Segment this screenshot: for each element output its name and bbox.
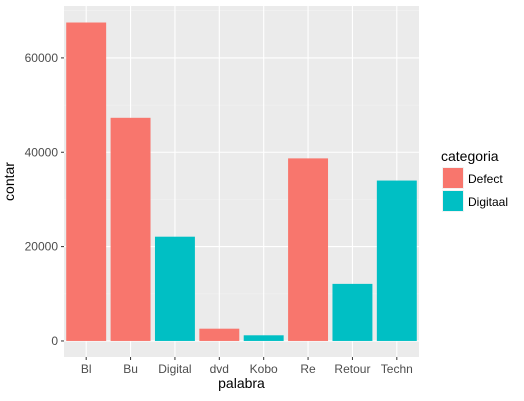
- y-axis: 0 20000 40000 60000: [25, 51, 64, 348]
- legend: categoria Defect Digitaal: [441, 148, 508, 212]
- x-tick-label: Bl: [81, 362, 92, 376]
- y-axis-title: contar: [1, 162, 17, 201]
- bar: [332, 283, 373, 341]
- bar: [288, 158, 329, 341]
- legend-key: [443, 191, 463, 211]
- y-tick-label: 40000: [25, 145, 59, 159]
- legend-title: categoria: [441, 148, 499, 164]
- legend-label: Digitaal: [468, 195, 508, 209]
- y-tick-label: 0: [51, 334, 58, 348]
- bars: [66, 22, 417, 341]
- x-tick-label: Re: [300, 362, 316, 376]
- x-tick-label: Kobo: [250, 362, 278, 376]
- x-tick-label: Techn: [381, 362, 413, 376]
- x-axis-title: palabra: [218, 375, 265, 391]
- bar: [199, 328, 240, 341]
- y-tick-label: 20000: [25, 240, 59, 254]
- bar: [376, 180, 417, 341]
- legend-key: [443, 168, 463, 188]
- x-tick-label: Bu: [123, 362, 138, 376]
- bar: [110, 117, 151, 341]
- bar: [66, 22, 107, 341]
- x-tick-label: dvd: [210, 362, 229, 376]
- bar: [154, 236, 195, 341]
- legend-label: Defect: [468, 172, 503, 186]
- x-tick-label: Digital: [158, 362, 191, 376]
- bar: [243, 335, 284, 341]
- x-axis: Bl Bu Digital dvd Kobo Re Retour Techn: [81, 357, 413, 376]
- y-tick-label: 60000: [25, 51, 59, 65]
- x-tick-label: Retour: [334, 362, 370, 376]
